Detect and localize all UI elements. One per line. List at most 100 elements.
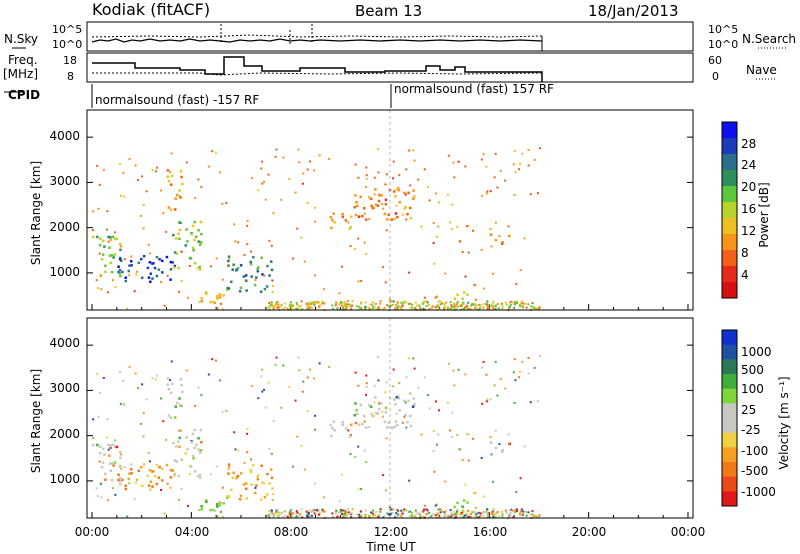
velocity-speck <box>401 421 404 424</box>
velocity-cell <box>119 464 122 468</box>
power-cell <box>331 218 334 222</box>
colorbar-segment <box>722 138 737 155</box>
power-speck <box>525 306 528 309</box>
velocity-cbar-tick-100: 100 <box>741 382 764 396</box>
velocity-speck <box>296 511 299 514</box>
power-cell <box>179 170 183 173</box>
velocity-cell <box>151 485 154 488</box>
power-speck <box>522 302 525 305</box>
power-cell <box>177 221 181 224</box>
velocity-speck <box>536 400 539 403</box>
velocity-speck <box>275 356 278 359</box>
power-speck <box>133 290 136 293</box>
power-speck <box>518 304 521 307</box>
velocity-cell <box>177 474 180 478</box>
power-speck <box>491 302 494 305</box>
power-speck <box>436 295 439 298</box>
x-tick-20: 20:00 <box>572 525 607 539</box>
velocity-cbar-tick-neg100: -100 <box>741 444 768 458</box>
velocity-speck <box>417 512 420 515</box>
power-cell <box>412 189 415 192</box>
power-speck <box>508 235 511 238</box>
power-speck <box>409 306 412 309</box>
power-speck <box>520 302 523 305</box>
power-speck <box>342 307 345 310</box>
velocity-cell <box>166 383 170 387</box>
velocity-speck <box>331 512 334 515</box>
velocity-cell <box>119 467 123 470</box>
power-speck <box>98 183 101 186</box>
velocity-cell <box>175 401 179 405</box>
power-cell <box>149 280 152 284</box>
velocity-speck <box>350 516 353 519</box>
power-cell <box>177 232 180 236</box>
power-cell <box>148 261 152 264</box>
velocity-speck <box>360 487 363 490</box>
power-cbar-tick-12: 12 <box>741 224 756 238</box>
power-speck <box>194 196 197 199</box>
velocity-speck <box>508 513 511 516</box>
velocity-cbar-tick-neg500: -500 <box>741 464 768 478</box>
power-speck <box>271 291 274 294</box>
power-cell <box>109 236 112 239</box>
velocity-speck <box>123 403 126 406</box>
power-speck <box>467 225 470 228</box>
power-speck <box>452 161 455 164</box>
velocity-speck <box>219 502 222 505</box>
power-speck <box>350 308 353 311</box>
power-speck <box>414 301 417 304</box>
velocity-speck <box>136 387 139 390</box>
velocity-speck <box>402 510 405 513</box>
velocity-speck <box>407 510 410 513</box>
velocity-cell <box>230 488 233 492</box>
power-speck <box>119 194 122 197</box>
velocity-speck <box>178 498 181 501</box>
power-cell <box>268 274 271 277</box>
power-speck <box>114 285 117 288</box>
velocity-speck <box>398 382 401 385</box>
velocity-cell <box>412 397 415 400</box>
power-speck <box>377 306 380 309</box>
velocity-speck <box>413 367 416 370</box>
power-speck <box>425 305 428 308</box>
velocity-speck <box>496 510 499 513</box>
power-speck <box>456 225 459 228</box>
colorbar-segment <box>722 186 737 203</box>
power-cell <box>195 235 198 239</box>
velocity-speck <box>508 443 511 446</box>
power-speck <box>494 305 497 308</box>
velocity-cell <box>227 467 230 471</box>
power-speck <box>271 304 274 307</box>
power-speck <box>461 251 464 254</box>
power-cell <box>371 206 375 210</box>
velocity-cell <box>169 486 172 489</box>
velocity-speck <box>501 513 504 516</box>
power-speck <box>485 303 488 306</box>
velocity-cell <box>180 383 183 387</box>
power-speck <box>382 207 385 210</box>
velocity-cell <box>169 476 173 479</box>
power-speck <box>96 287 99 290</box>
power-speck <box>269 303 272 306</box>
velocity-cell <box>178 404 182 407</box>
power-speck <box>471 302 474 305</box>
velocity-speck <box>519 477 522 480</box>
velocity-speck <box>379 510 382 513</box>
velocity-cbar-tick-25: 25 <box>741 403 756 417</box>
velocity-speck <box>163 512 166 515</box>
velocity-cell <box>257 474 260 477</box>
velocity-speck <box>515 508 518 511</box>
power-speck <box>140 214 143 217</box>
velocity-speck <box>482 511 485 514</box>
power-cell <box>409 206 412 210</box>
power-speck <box>442 307 445 310</box>
power-speck <box>450 304 453 307</box>
velocity-speck <box>533 515 536 518</box>
velocity-speck <box>92 437 95 440</box>
power-cell <box>461 297 464 300</box>
velocity-cell <box>191 432 195 436</box>
power-speck <box>446 306 449 309</box>
power-speck <box>396 301 399 304</box>
velocity-cell <box>173 459 177 462</box>
power-speck <box>270 244 273 247</box>
